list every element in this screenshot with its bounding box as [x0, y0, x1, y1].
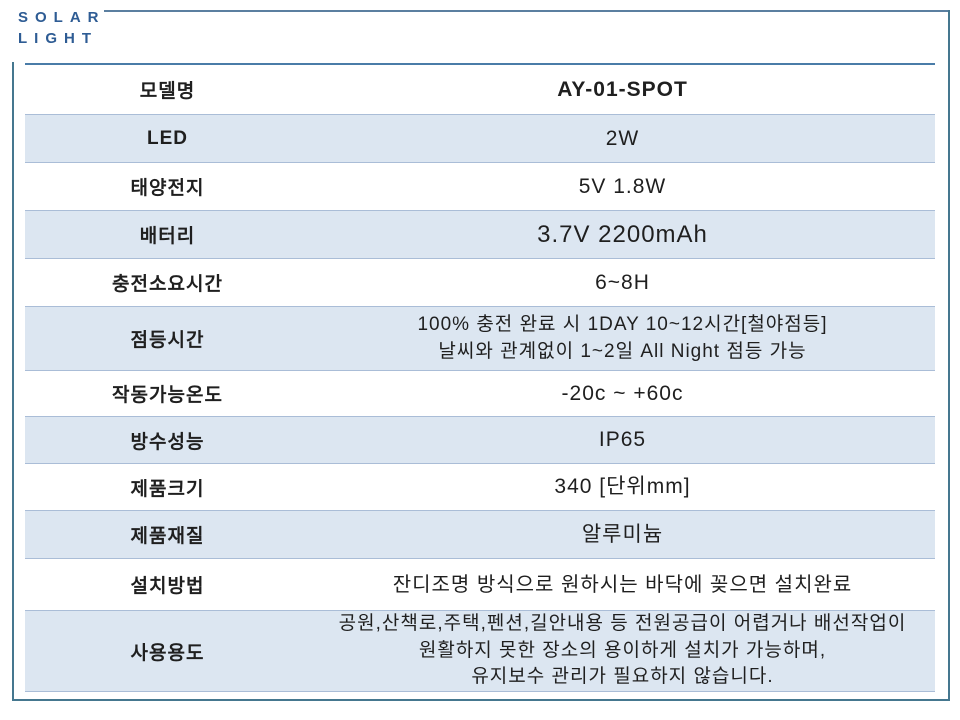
spec-value-line: 유지보수 관리가 필요하지 않습니다.: [471, 666, 774, 688]
spec-label: 제품재질: [130, 526, 205, 547]
spec-value: -20c ~ +60c: [310, 371, 935, 416]
spec-label: 모델명: [139, 81, 196, 102]
table-row: 점등시간 100% 충전 완료 시 1DAY 10~12시간[철야점등] 날씨와 관…: [25, 306, 935, 370]
table-row: 태양전지 5V 1.8W: [25, 162, 935, 210]
spec-value-line: 340 [단위mm]: [554, 475, 691, 499]
spec-value-line: 3.7V 2200mAh: [537, 220, 708, 248]
spec-value-line: 잔디조명 방식으로 원하시는 바닥에 꽂으면 설치완료: [392, 573, 853, 596]
spec-value: 잔디조명 방식으로 원하시는 바닥에 꽂으면 설치완료: [310, 559, 935, 610]
spec-value-line: 날씨와 관계없이 1~2일 All Night 점등 가능: [438, 340, 807, 362]
spec-value: AY-01-SPOT: [310, 65, 935, 114]
table-row: 작동가능온도 -20c ~ +60c: [25, 370, 935, 416]
logo-line-1: SOLAR: [18, 9, 106, 26]
frame-bottom-line: [12, 699, 950, 701]
spec-value-line: 2W: [605, 126, 640, 150]
logo-line-2: LIGHT: [18, 30, 98, 47]
spec-value-line: 5V 1.8W: [578, 174, 667, 198]
table-row: 방수성능 IP65: [25, 416, 935, 463]
spec-value-line: IP65: [598, 428, 647, 452]
spec-label: LED: [147, 127, 188, 149]
spec-value-line: 공원,산책로,주택,펜션,길안내용 등 전원공급이 어렵거나 배선작업이: [338, 613, 907, 635]
spec-label: 배터리: [139, 226, 196, 247]
spec-label: 작동가능온도: [112, 385, 223, 406]
table-row: LED 2W: [25, 114, 935, 162]
table-row: 사용용도 공원,산책로,주택,펜션,길안내용 등 전원공급이 어렵거나 배선작업이…: [25, 610, 935, 691]
table-row: 설치방법 잔디조명 방식으로 원하시는 바닥에 꽂으면 설치완료: [25, 558, 935, 610]
spec-value-line: 알루미늄: [581, 522, 664, 546]
table-row: 제품크기 340 [단위mm]: [25, 463, 935, 510]
spec-label: 사용용도: [130, 642, 205, 664]
spec-value: 2W: [310, 115, 935, 162]
table-row: 충전소요시간 6~8H: [25, 258, 935, 306]
spec-value-line: AY-01-SPOT: [557, 77, 688, 101]
spec-value-line: 6~8H: [595, 270, 650, 294]
spec-label: 방수성능: [130, 431, 205, 453]
frame-top-line: [104, 10, 949, 12]
spec-value-line: 100% 충전 완료 시 1DAY 10~12시간[철야점등]: [417, 313, 828, 335]
spec-label: 제품크기: [130, 478, 205, 500]
spec-label: 태양전지: [130, 178, 205, 199]
table-row: 제품재질 알루미늄: [25, 510, 935, 558]
spec-value: 340 [단위mm]: [310, 464, 935, 510]
spec-table: 모델명 AY-01-SPOT LED 2W 태양전지 5V 1.8W 배터리 3.7V 220…: [25, 63, 935, 692]
spec-value: 5V 1.8W: [310, 163, 935, 210]
spec-value-line: 원활하지 못한 장소의 용이하게 설치가 가능하며,: [418, 639, 827, 661]
spec-label: 점등시간: [130, 330, 205, 351]
spec-value: 3.7V 2200mAh: [310, 211, 935, 258]
spec-value: 100% 충전 완료 시 1DAY 10~12시간[철야점등] 날씨와 관계없이 …: [310, 307, 935, 370]
frame-right-line: [948, 10, 950, 701]
spec-label: 충전소요시간: [112, 274, 223, 295]
table-row: 배터리 3.7V 2200mAh: [25, 210, 935, 258]
spec-value: IP65: [310, 417, 935, 463]
brand-logo: SOLAR LIGHT: [18, 7, 106, 49]
spec-label: 설치방법: [130, 576, 205, 597]
spec-value-line: -20c ~ +60c: [561, 381, 684, 405]
frame-left-line: [12, 62, 14, 701]
table-row: 모델명 AY-01-SPOT: [25, 65, 935, 114]
spec-value: 6~8H: [310, 259, 935, 306]
spec-value: 알루미늄: [310, 511, 935, 558]
